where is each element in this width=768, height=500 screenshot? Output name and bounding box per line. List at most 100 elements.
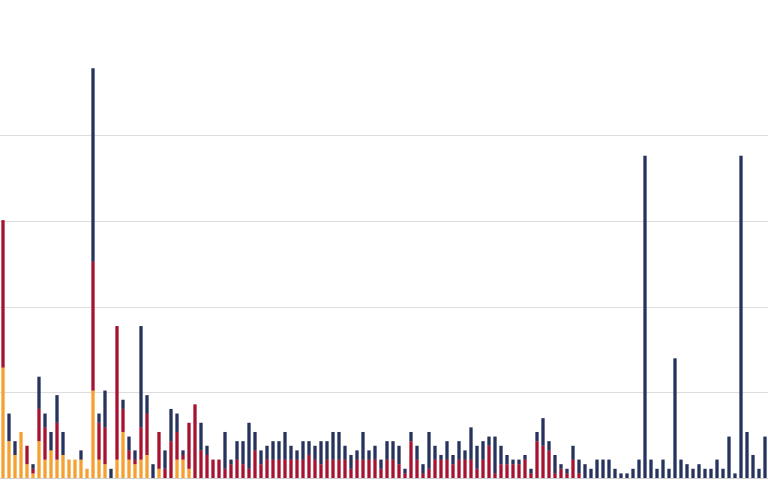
bar-segment-123-2 [739,155,743,478]
bar-segment-18-2 [109,468,113,478]
bar-segment-83-2 [499,445,503,465]
bar-segment-47-1 [283,459,287,478]
bar-segment-34-2 [205,445,209,455]
bar-segment-93-2 [559,464,563,469]
bar-segment-21-2 [127,436,131,451]
bar-segment-72-1 [433,459,437,478]
bar-segment-48-1 [289,459,293,478]
bar-segment-13-0 [79,459,83,478]
bar-segment-114-2 [685,464,689,478]
bar-segment-50-2 [301,441,305,460]
bar-segment-62-1 [373,459,377,478]
bar-segment-26-1 [157,431,161,469]
bar-segment-0-0 [1,367,5,478]
bar-segment-61-1 [367,459,371,478]
bar-segment-38-1 [229,464,233,478]
bar-segment-82-1 [493,473,497,478]
bar-segment-32-1 [193,404,197,478]
bar-segment-64-1 [385,459,389,478]
bar-segment-9-0 [55,459,59,478]
bar-segment-20-1 [121,408,125,432]
bar-segment-41-1 [247,468,251,478]
bar-segment-44-2 [265,445,269,460]
bar-segment-79-2 [475,445,479,469]
bar-segment-4-0 [25,464,29,478]
bar-segment-77-2 [463,450,467,460]
bar-segment-57-2 [343,445,347,460]
bar-segment-112-2 [673,358,677,478]
bar-segment-51-2 [307,441,311,455]
bar-segment-115-2 [691,468,695,478]
bar-segment-49-2 [295,450,299,460]
bar-segment-87-1 [523,459,527,478]
bar-segment-69-1 [415,459,419,478]
bar-segment-35-1 [211,459,215,478]
bar-segment-24-1 [145,413,149,455]
bar-segment-37-2 [223,431,227,469]
bar-segment-62-2 [373,445,377,460]
bar-segment-106-2 [637,459,641,478]
bar-segment-17-1 [103,427,107,465]
bar-segment-43-1 [259,464,263,478]
bar-segment-116-2 [697,464,701,478]
bar-segment-24-2 [145,395,149,414]
bar-segment-63-1 [379,468,383,478]
bar-segment-104-2 [625,473,629,478]
bar-segment-53-1 [319,464,323,478]
bar-segment-58-2 [349,454,353,469]
bar-segment-1-2 [7,413,11,442]
bar-segment-96-2 [577,459,581,474]
bar-segment-86-1 [517,464,521,478]
bar-segment-9-1 [55,422,59,460]
bar-segment-70-1 [421,473,425,478]
bar-segment-21-1 [127,450,131,460]
bar-segment-68-2 [409,431,413,442]
bar-segment-16-1 [97,422,101,460]
bar-segment-82-2 [493,436,497,474]
bar-segment-67-2 [403,468,407,474]
bar-segment-79-1 [475,468,479,478]
bar-segment-109-2 [655,468,659,478]
bar-segment-65-2 [391,441,395,460]
bar-segment-81-1 [487,445,491,478]
bar-segment-12-0 [73,459,77,478]
bar-segment-5-2 [31,464,35,469]
bar-segment-10-0 [61,454,65,478]
bar-segment-19-0 [115,459,119,478]
bar-segment-94-1 [565,473,569,478]
bar-segment-85-1 [511,464,515,478]
bar-segment-94-2 [565,468,569,474]
bar-segment-66-2 [397,445,401,465]
bar-segment-55-1 [331,459,335,478]
bar-segment-125-2 [751,454,755,478]
bar-segment-51-1 [307,454,311,478]
bar-segment-9-2 [55,395,59,423]
bar-segment-43-2 [259,450,263,465]
bar-segment-16-0 [97,459,101,478]
bar-segment-54-1 [325,459,329,478]
bar-segment-7-2 [43,413,47,428]
bar-segment-38-2 [229,459,233,465]
bar-segment-5-0 [31,473,35,478]
bar-segment-89-2 [535,431,539,442]
bar-segment-95-2 [571,445,575,460]
bar-segment-39-2 [235,441,239,460]
bar-segment-126-2 [757,468,761,478]
bar-segment-36-1 [217,459,221,478]
bar-segment-0-1 [1,220,5,368]
bar-segment-48-2 [289,445,293,460]
bar-segment-30-2 [181,450,185,455]
bar-segment-91-2 [547,441,551,451]
bar-segment-84-2 [505,454,509,465]
bar-segment-17-0 [103,464,107,478]
bar-segment-40-1 [241,464,245,478]
bar-segment-76-1 [457,459,461,478]
bar-segment-37-1 [223,468,227,478]
bar-segment-53-2 [319,441,323,465]
bar-segment-52-2 [313,445,317,460]
bar-segment-113-2 [679,459,683,478]
bar-segment-23-2 [139,326,143,428]
bar-segment-74-2 [445,441,449,460]
bar-segment-20-2 [121,399,125,409]
